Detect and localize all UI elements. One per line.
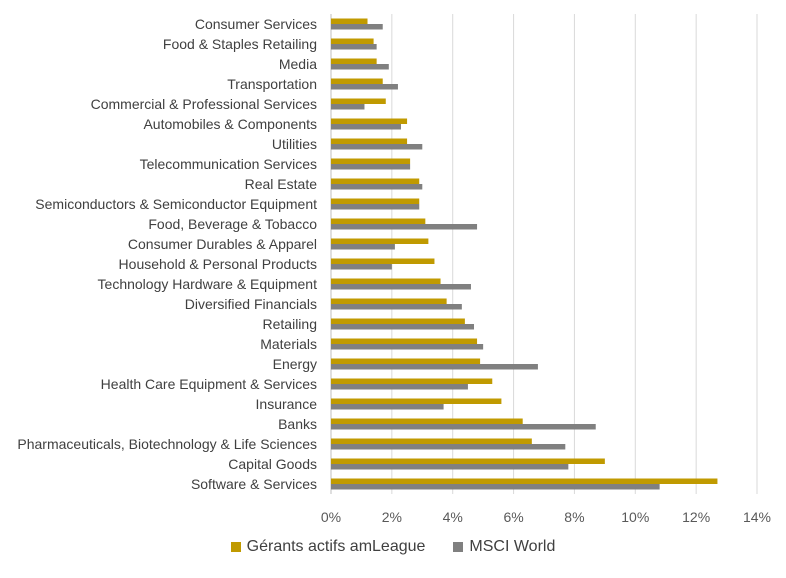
gridlines bbox=[330, 14, 758, 494]
legend-label-amleague: Gérants actifs amLeague bbox=[246, 538, 426, 555]
category-label: Capital Goods bbox=[228, 456, 317, 472]
bar-msci-world bbox=[331, 304, 462, 310]
category-label: Food, Beverage & Tobacco bbox=[148, 216, 317, 232]
bar-msci-world bbox=[331, 184, 423, 190]
bar-amleague bbox=[331, 218, 426, 224]
bar-amleague bbox=[331, 178, 420, 184]
bar-amleague bbox=[331, 38, 374, 44]
category-label: Materials bbox=[260, 336, 317, 352]
bar-amleague bbox=[331, 18, 368, 24]
bar-amleague bbox=[331, 438, 532, 444]
category-label: Household & Personal Products bbox=[119, 256, 317, 272]
bar-msci-world bbox=[331, 324, 475, 330]
bar-msci-world bbox=[331, 164, 411, 170]
x-tick-label: 0% bbox=[321, 509, 341, 525]
legend-item-amleague: Gérants actifs amLeague bbox=[230, 538, 426, 556]
x-tick-label: 6% bbox=[503, 509, 523, 525]
x-tick-label: 4% bbox=[443, 509, 463, 525]
x-tick-label: 12% bbox=[682, 509, 710, 525]
bars bbox=[331, 18, 718, 490]
bar-amleague bbox=[331, 378, 493, 384]
bar-msci-world bbox=[331, 444, 566, 450]
category-label: Utilities bbox=[272, 136, 317, 152]
legend-label-msci-world: MSCI World bbox=[469, 538, 556, 555]
bar-msci-world bbox=[331, 284, 471, 290]
bar-msci-world bbox=[331, 24, 383, 30]
bar-msci-world bbox=[331, 464, 569, 470]
bar-amleague bbox=[331, 358, 481, 364]
bar-msci-world bbox=[331, 264, 392, 270]
x-tick-label: 10% bbox=[621, 509, 649, 525]
category-labels: Consumer Services Food & Staples Retailin… bbox=[17, 16, 317, 492]
x-axis-tick-labels: 0% 2% 4% 6% 8% 10% 12% 14% bbox=[321, 509, 771, 525]
category-label: Media bbox=[279, 56, 317, 72]
bar-amleague bbox=[331, 238, 429, 244]
x-tick-label: 14% bbox=[743, 509, 771, 525]
bar-msci-world bbox=[331, 124, 401, 130]
bar-msci-world bbox=[331, 204, 420, 210]
bar-msci-world bbox=[331, 424, 596, 430]
bar-msci-world bbox=[331, 384, 468, 390]
category-label: Health Care Equipment & Services bbox=[101, 376, 317, 392]
category-label: Automobiles & Components bbox=[143, 116, 317, 132]
category-label: Software & Services bbox=[191, 476, 317, 492]
bar-msci-world bbox=[331, 144, 423, 150]
bar-amleague bbox=[331, 478, 718, 484]
legend-swatch-msci-world bbox=[453, 542, 464, 552]
category-label: Insurance bbox=[256, 396, 318, 412]
bar-amleague bbox=[331, 98, 386, 104]
category-label: Consumer Durables & Apparel bbox=[128, 236, 317, 252]
bar-amleague bbox=[331, 78, 383, 84]
category-label: Semiconductors & Semiconductor Equipment bbox=[35, 196, 317, 212]
category-label: Pharmaceuticals, Biotechnology & Life Sc… bbox=[17, 436, 317, 452]
bar-amleague bbox=[331, 58, 377, 64]
bar-msci-world bbox=[331, 84, 398, 90]
category-label: Retailing bbox=[263, 316, 317, 332]
category-label: Telecommunication Services bbox=[140, 156, 317, 172]
legend-item-msci-world: MSCI World bbox=[453, 538, 555, 556]
bar-msci-world bbox=[331, 224, 478, 230]
category-label: Technology Hardware & Equipment bbox=[98, 276, 318, 292]
bar-amleague bbox=[331, 198, 420, 204]
category-label: Food & Staples Retailing bbox=[163, 36, 317, 52]
legend-swatch-amleague bbox=[230, 542, 241, 552]
category-label: Banks bbox=[278, 416, 317, 432]
bar-amleague bbox=[331, 418, 523, 424]
x-tick-label: 8% bbox=[564, 509, 584, 525]
category-label: Consumer Services bbox=[195, 16, 317, 32]
legend: Gérants actifs amLeague MSCI World bbox=[0, 538, 786, 556]
category-label: Commercial & Professional Services bbox=[91, 96, 317, 112]
bar-amleague bbox=[331, 318, 465, 324]
bar-msci-world bbox=[331, 104, 365, 110]
category-label: Transportation bbox=[227, 76, 317, 92]
category-label: Diversified Financials bbox=[185, 296, 317, 312]
category-label: Energy bbox=[273, 356, 317, 372]
bar-amleague bbox=[331, 118, 408, 124]
bar-amleague bbox=[331, 158, 411, 164]
bar-amleague bbox=[331, 398, 502, 404]
bar-msci-world bbox=[331, 364, 538, 370]
bar-msci-world bbox=[331, 244, 395, 250]
bar-amleague bbox=[331, 458, 605, 464]
bar-amleague bbox=[331, 138, 408, 144]
category-label: Real Estate bbox=[245, 176, 318, 192]
bar-amleague bbox=[331, 258, 435, 264]
bar-msci-world bbox=[331, 64, 389, 70]
bar-msci-world bbox=[331, 44, 377, 50]
bar-amleague bbox=[331, 278, 441, 284]
bar-amleague bbox=[331, 298, 447, 304]
bar-msci-world bbox=[331, 344, 484, 350]
bar-amleague bbox=[331, 338, 478, 344]
x-tick-label: 2% bbox=[382, 509, 402, 525]
bar-msci-world bbox=[331, 404, 444, 410]
bar-msci-world bbox=[331, 484, 660, 490]
